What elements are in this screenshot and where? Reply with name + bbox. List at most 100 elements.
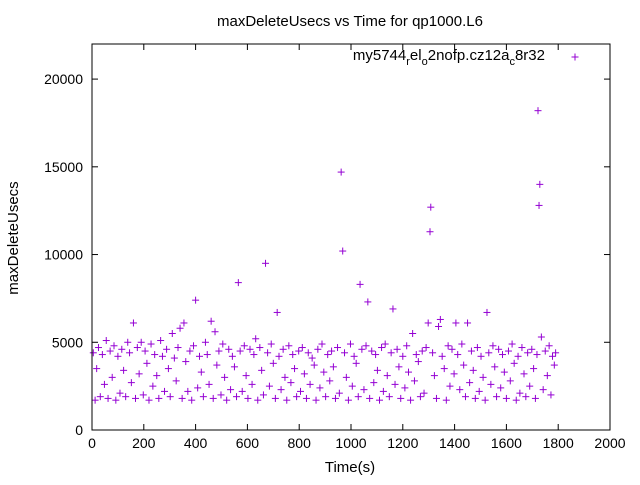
- data-point: [287, 379, 295, 387]
- data-point: [502, 394, 510, 402]
- data-point: [242, 372, 250, 380]
- data-point: [547, 391, 555, 399]
- x-tick-label: 600: [236, 435, 260, 451]
- data-point: [122, 393, 130, 401]
- data-point: [295, 347, 303, 355]
- y-tick-label: 10000: [44, 247, 83, 263]
- chart-title: maxDeleteUsecs vs Time for qp1000.L6: [217, 13, 483, 30]
- data-point: [536, 180, 544, 188]
- data-point: [537, 333, 545, 341]
- data-point: [504, 347, 512, 355]
- data-point: [370, 379, 378, 387]
- data-point: [110, 342, 118, 350]
- data-point: [520, 370, 528, 378]
- x-tick-label: 1400: [439, 435, 470, 451]
- data-point: [190, 342, 198, 350]
- data-point: [426, 228, 434, 236]
- data-point: [316, 384, 324, 392]
- data-point: [410, 377, 418, 385]
- data-point: [364, 298, 372, 306]
- data-point: [233, 393, 241, 401]
- y-tick-label: 0: [75, 422, 83, 438]
- data-point: [234, 279, 242, 287]
- data-point: [378, 344, 386, 352]
- data-point: [346, 340, 354, 348]
- data-point: [420, 389, 428, 397]
- x-tick-label: 1200: [387, 435, 418, 451]
- x-tick-label: 1600: [491, 435, 522, 451]
- data-point: [228, 352, 236, 360]
- data-point: [135, 370, 143, 378]
- data-point: [452, 319, 460, 327]
- data-point: [158, 352, 166, 360]
- data-point: [477, 352, 485, 360]
- data-point: [344, 396, 352, 404]
- data-point: [273, 308, 281, 316]
- data-point: [164, 365, 172, 373]
- data-point: [310, 361, 318, 369]
- data-point: [479, 373, 487, 381]
- data-point: [506, 377, 514, 385]
- data-point: [298, 344, 306, 352]
- data-point: [153, 372, 161, 380]
- data-point: [318, 340, 326, 348]
- data-point: [176, 324, 184, 332]
- data-point: [104, 394, 112, 402]
- data-point: [116, 389, 124, 397]
- data-point: [133, 344, 141, 352]
- data-point: [161, 387, 169, 395]
- data-point: [483, 308, 491, 316]
- data-point: [497, 384, 505, 392]
- data-point: [450, 370, 458, 378]
- y-tick-label: 20000: [44, 71, 83, 87]
- data-point: [395, 363, 403, 371]
- x-tick-label: 400: [184, 435, 208, 451]
- data-point: [194, 384, 202, 392]
- data-point: [446, 382, 454, 390]
- data-point: [448, 345, 456, 353]
- data-point: [489, 342, 497, 350]
- data-point: [120, 366, 128, 374]
- data-point: [306, 380, 314, 388]
- data-point: [550, 361, 558, 369]
- data-point: [172, 377, 180, 385]
- data-point: [475, 387, 483, 395]
- data-point: [499, 351, 507, 359]
- data-point: [407, 396, 415, 404]
- legend-text-part: el: [410, 47, 422, 64]
- data-point: [320, 368, 328, 376]
- x-tick-label: 200: [132, 435, 156, 451]
- data-point: [89, 349, 97, 357]
- data-point: [335, 389, 343, 397]
- data-point: [393, 345, 401, 353]
- data-point: [481, 396, 489, 404]
- data-point: [339, 247, 347, 255]
- legend-subscript: o: [422, 56, 428, 68]
- legend: my5744relo2nofp.cz12ac8r32: [353, 47, 579, 68]
- data-point: [195, 352, 203, 360]
- data-point: [432, 394, 440, 402]
- data-point: [126, 349, 134, 357]
- plot-frame: [91, 43, 611, 431]
- data-point: [522, 393, 530, 401]
- data-point: [326, 377, 334, 385]
- data-point: [387, 349, 395, 357]
- data-point: [291, 365, 299, 373]
- x-tick-label: 0: [88, 435, 96, 451]
- data-point: [464, 319, 472, 327]
- y-tick-label: 15000: [44, 159, 83, 175]
- data-point: [416, 393, 424, 401]
- data-point: [458, 340, 466, 348]
- data-point: [98, 351, 106, 359]
- data-point: [358, 345, 366, 353]
- data-point: [530, 365, 538, 373]
- data-point: [182, 358, 190, 366]
- data-point: [147, 340, 155, 348]
- x-tick-label: 1800: [543, 435, 574, 451]
- data-point: [438, 352, 446, 360]
- data-point: [137, 338, 145, 346]
- data-point: [312, 396, 320, 404]
- data-point: [221, 373, 229, 381]
- data-point: [178, 394, 186, 402]
